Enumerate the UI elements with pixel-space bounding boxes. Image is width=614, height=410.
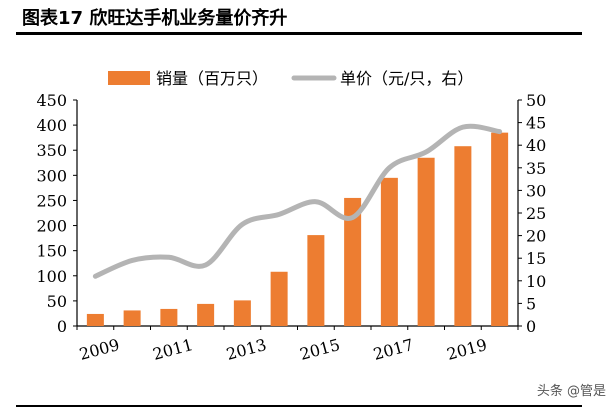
- bar-2013: [233, 300, 251, 326]
- bar-2016: [344, 197, 362, 326]
- chart-title: 图表17 欣旺达手机业务量价齐升: [22, 8, 288, 29]
- bar-2018: [417, 157, 435, 326]
- x-tick-label: 2009: [77, 335, 121, 364]
- left-tick-label: 400: [36, 116, 67, 135]
- bar-2009: [86, 313, 104, 326]
- left-tick-label: 250: [36, 191, 67, 210]
- right-tick-label: 35: [526, 159, 546, 178]
- x-tick-label: 2013: [224, 335, 268, 364]
- title-divider: [16, 32, 582, 35]
- right-tick-label: 50: [526, 91, 546, 110]
- legend-bar-swatch: [108, 71, 150, 85]
- x-tick-label: 2019: [445, 335, 489, 364]
- left-tick-label: 50: [47, 292, 67, 311]
- right-tick-label: 15: [526, 249, 546, 268]
- bar-2017: [380, 177, 398, 326]
- x-tick-label: 2017: [371, 335, 415, 364]
- legend-line-label: 单价（元/只，右）: [340, 69, 473, 88]
- left-tick-label: 0: [57, 317, 67, 336]
- bar-2015: [307, 235, 325, 326]
- right-tick-label: 45: [526, 114, 546, 133]
- bar-2012: [197, 303, 215, 326]
- left-tick-label: 350: [36, 141, 67, 160]
- bar-2020: [491, 132, 509, 326]
- x-tick-label: 2011: [151, 335, 195, 364]
- right-tick-label: 5: [526, 294, 536, 313]
- watermark: 头条 @管是: [536, 384, 606, 399]
- left-tick-label: 100: [36, 267, 67, 286]
- bar-2010: [123, 310, 141, 326]
- right-tick-label: 40: [526, 136, 546, 155]
- left-tick-label: 450: [36, 91, 67, 110]
- bar-2011: [160, 308, 178, 326]
- left-tick-label: 200: [36, 217, 67, 236]
- bar-2014: [270, 271, 288, 326]
- bar-2019: [454, 146, 472, 326]
- legend-bar-label: 销量（百万只）: [156, 69, 268, 88]
- right-tick-label: 0: [526, 317, 536, 336]
- left-tick-label: 150: [36, 242, 67, 261]
- right-tick-label: 20: [526, 227, 546, 246]
- right-tick-label: 10: [526, 272, 546, 291]
- bottom-divider: [16, 405, 582, 407]
- left-tick-label: 300: [36, 166, 67, 185]
- right-tick-label: 25: [526, 204, 546, 223]
- x-tick-label: 2015: [298, 335, 342, 364]
- right-tick-label: 30: [526, 181, 546, 200]
- price-line: [92, 123, 503, 279]
